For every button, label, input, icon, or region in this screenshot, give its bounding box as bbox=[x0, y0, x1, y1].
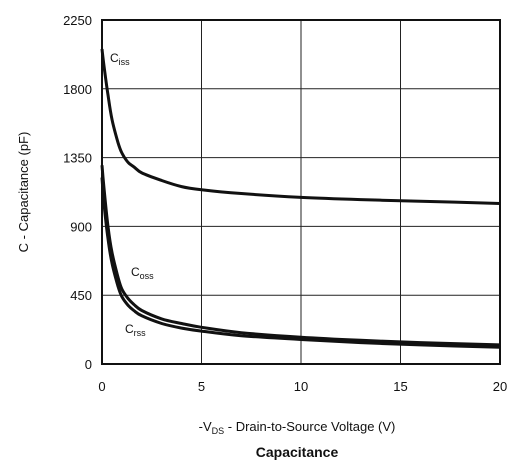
x-tick-label: 15 bbox=[393, 379, 407, 394]
curves bbox=[100, 48, 501, 349]
y-tick-label: 1350 bbox=[63, 151, 92, 166]
series-label-coss: Coss bbox=[131, 265, 154, 281]
y-axis-label: C - Capacitance (pF) bbox=[16, 132, 31, 253]
y-tick-label: 900 bbox=[70, 219, 92, 234]
x-tick-label: 10 bbox=[294, 379, 308, 394]
x-tick-label: 20 bbox=[493, 379, 507, 394]
series-line-coss bbox=[100, 165, 501, 347]
chart-title: Capacitance bbox=[256, 444, 339, 460]
grid bbox=[102, 20, 500, 364]
y-tick-label: 450 bbox=[70, 288, 92, 303]
y-tick-label: 1800 bbox=[63, 82, 92, 97]
y-tick-label: 2250 bbox=[63, 13, 92, 28]
x-axis-label-prefix: -V bbox=[199, 419, 212, 434]
series-label-ciss: Ciss bbox=[110, 51, 130, 67]
tick-labels: 0 5 10 15 20 0 450 900 1350 1800 2250 bbox=[63, 13, 507, 394]
x-axis-label-sub: DS bbox=[212, 426, 225, 436]
x-tick-label: 0 bbox=[98, 379, 105, 394]
x-axis-label: -VDS - Drain-to-Source Voltage (V) bbox=[199, 419, 396, 436]
series-line-crss bbox=[100, 177, 501, 349]
x-axis-label-suffix: - Drain-to-Source Voltage (V) bbox=[224, 419, 395, 434]
series-line-ciss bbox=[100, 48, 501, 205]
series-label-crss: Crss bbox=[125, 322, 146, 338]
y-tick-label: 0 bbox=[85, 357, 92, 372]
x-tick-label: 5 bbox=[198, 379, 205, 394]
